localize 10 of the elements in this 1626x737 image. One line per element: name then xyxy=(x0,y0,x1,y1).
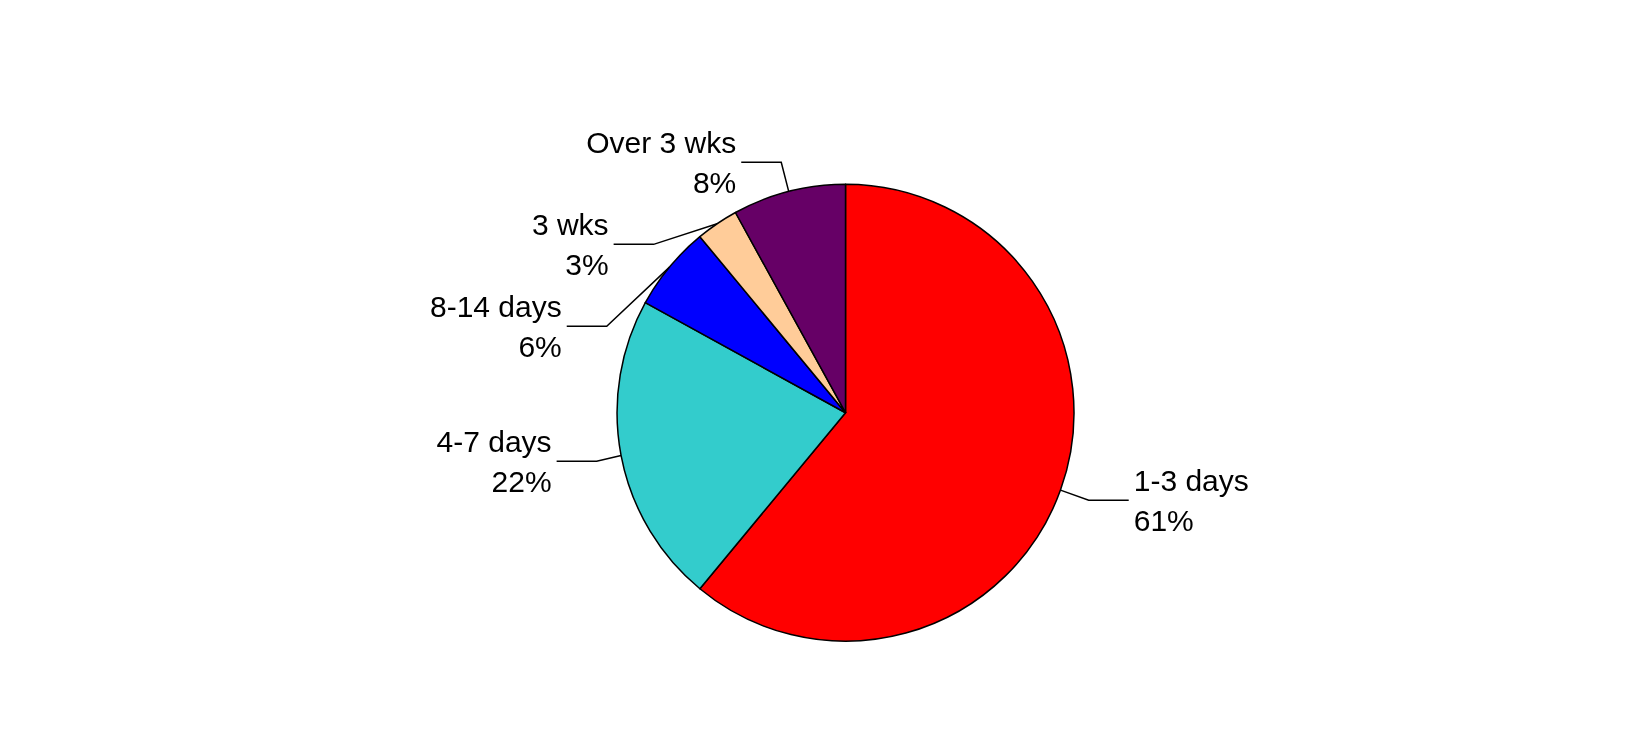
data-label: 22% xyxy=(491,464,552,498)
slice-label: 4-7 days xyxy=(436,424,552,458)
slice-label: 8-14 days xyxy=(429,289,562,323)
data-label: 8% xyxy=(692,165,737,199)
data-label: 61% xyxy=(1133,503,1194,537)
slice-label: 1-3 days xyxy=(1133,463,1249,497)
slice-label: Over 3 wks xyxy=(586,125,737,159)
data-label: 6% xyxy=(518,329,562,363)
slice-label: 3 wks xyxy=(531,207,609,241)
data-label: 3% xyxy=(565,247,609,281)
